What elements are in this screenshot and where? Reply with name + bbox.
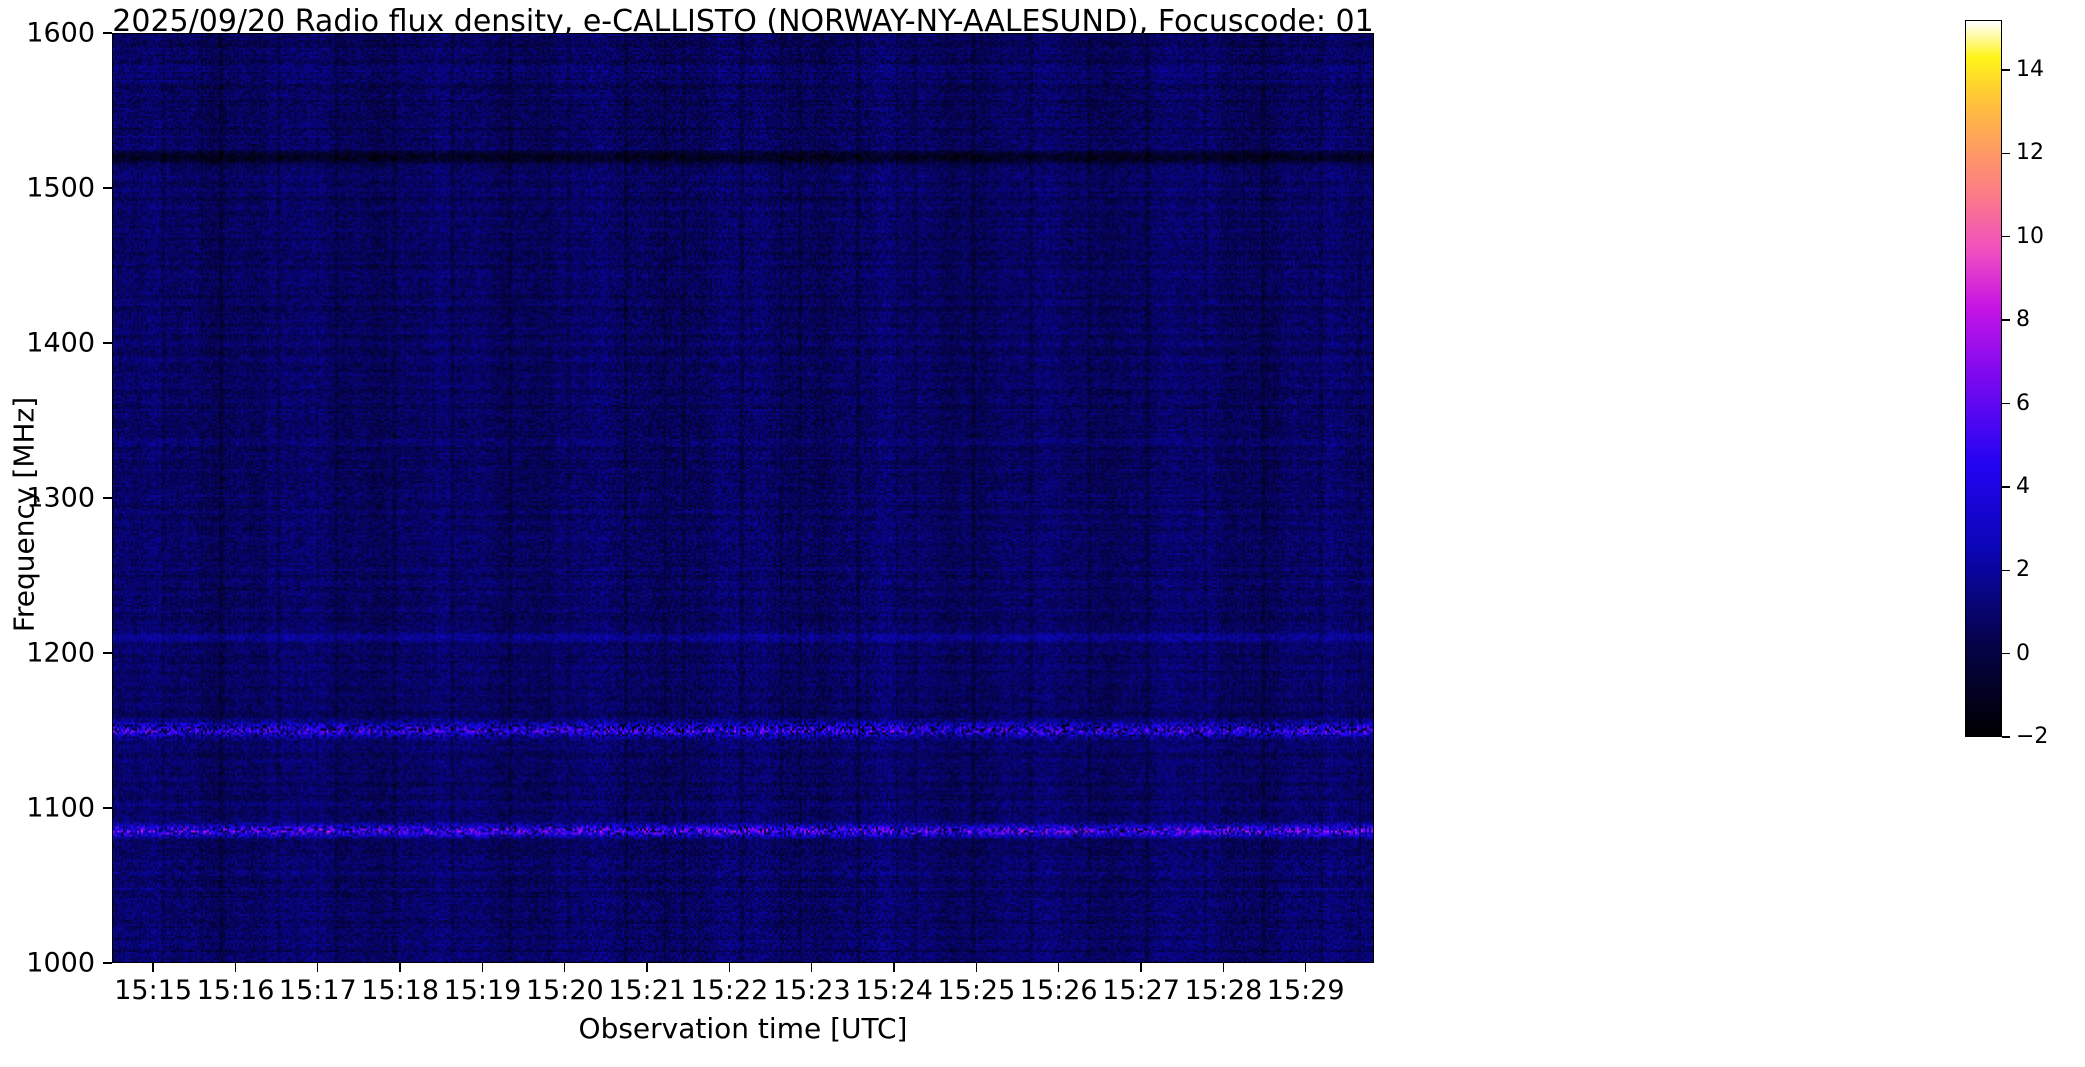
x-tick-label: 15:27 [1102, 975, 1180, 1006]
colorbar-tick-label: 10 [2016, 223, 2044, 249]
colorbar-tick-label: 6 [2016, 390, 2030, 416]
x-tick-label: 15:20 [525, 975, 604, 1006]
colorbar-tick-label: 12 [2016, 140, 2044, 166]
x-tick-mark [975, 963, 978, 972]
y-tick-label: 1200 [26, 637, 95, 669]
x-tick-label: 15:23 [772, 975, 851, 1006]
y-tick-mark [103, 652, 112, 654]
colorbar-tick-mark [2002, 569, 2010, 571]
x-tick-label: 15:22 [690, 975, 769, 1006]
y-tick-mark [103, 497, 112, 499]
spectrogram-axes[interactable] [112, 33, 1374, 963]
x-tick-mark [317, 963, 319, 972]
colorbar-tick-mark [2002, 236, 2010, 238]
colorbar-tick-mark [2002, 152, 2010, 155]
y-tick-label: 1500 [26, 172, 95, 204]
x-tick-label: 15:19 [443, 975, 522, 1006]
x-tick-mark [564, 963, 566, 972]
colorbar-tick-label: 0 [2016, 640, 2030, 666]
x-tick-label: 15:18 [361, 975, 440, 1006]
y-tick-mark [103, 342, 112, 344]
colorbar-ticks: −2 0 2 4 6 8 10 12 14 [2002, 20, 2082, 748]
x-tick-label: 15:15 [114, 975, 193, 1006]
x-tick-mark [234, 963, 237, 972]
y-tick-label: 1000 [26, 947, 95, 979]
y-tick-mark [103, 32, 112, 34]
spectrogram-image [113, 34, 1373, 962]
y-tick-label: 1300 [26, 482, 95, 514]
x-tick-label: 15:21 [608, 975, 686, 1006]
colorbar-tick-mark [2002, 652, 2010, 655]
colorbar-tick-label: −2 [2016, 724, 2049, 749]
x-tick-label: 15:25 [937, 975, 1016, 1006]
colorbar-tick-label: 4 [2016, 473, 2030, 499]
x-tick-mark [1140, 963, 1142, 972]
x-tick-mark [1304, 963, 1307, 972]
x-tick-mark [481, 963, 484, 972]
colorbar-tick-mark [2002, 319, 2010, 321]
colorbar-tick-label: 14 [2016, 57, 2044, 83]
y-tick-label: 1400 [26, 327, 95, 359]
colorbar-tick-label: 2 [2016, 557, 2030, 583]
y-tick-label: 1100 [26, 792, 95, 824]
colorbar-gradient [1966, 21, 2001, 736]
chart-title: 2025/09/20 Radio flux density, e-CALLIST… [112, 4, 1374, 39]
x-tick-label: 15:26 [1019, 975, 1098, 1006]
x-axis-label: Observation time [UTC] [578, 1012, 908, 1045]
x-tick-label: 15:17 [278, 975, 357, 1006]
x-tick-mark [399, 963, 401, 972]
colorbar [1965, 20, 2002, 737]
x-tick-label: 15:16 [196, 975, 275, 1006]
y-tick-mark [103, 807, 112, 809]
colorbar-tick-mark [2002, 486, 2010, 488]
x-tick-label: 15:28 [1184, 975, 1263, 1006]
x-tick-mark [1058, 963, 1060, 972]
colorbar-tick-label: 8 [2016, 307, 2030, 333]
x-tick-label: 15:29 [1266, 975, 1345, 1006]
x-tick-mark [728, 963, 731, 972]
x-tick-mark [1222, 963, 1225, 972]
x-axis: Observation time [UTC] 15:15 15:16 15:17 15… [0, 963, 2085, 1067]
y-tick-mark [103, 962, 112, 964]
x-tick-label: 15:24 [855, 975, 933, 1006]
x-tick-mark [152, 963, 154, 972]
colorbar-tick-mark [2002, 402, 2010, 405]
colorbar-tick-mark [2002, 69, 2010, 71]
x-tick-mark [646, 963, 648, 972]
x-tick-mark [893, 963, 895, 972]
y-axis: Frequency [MHz] 1000 1100 1200 1300 1400 1500… [0, 0, 112, 1067]
colorbar-tick-mark [2002, 736, 2010, 738]
y-tick-mark [103, 187, 112, 189]
y-tick-label: 1600 [26, 17, 95, 49]
x-tick-mark [811, 963, 813, 972]
